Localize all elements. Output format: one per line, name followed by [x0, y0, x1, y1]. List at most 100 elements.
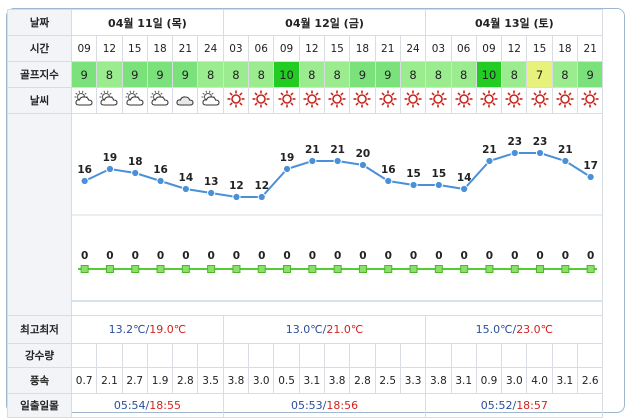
sunrise-time: 05:54: [113, 399, 146, 412]
row-label-minmax: 최고최저: [7, 315, 72, 344]
rain-point: [586, 264, 595, 273]
rain-data-label: 0: [106, 250, 113, 262]
weather-cell: [70, 87, 98, 114]
temp-data-label: 21: [330, 144, 345, 156]
temp-point: [535, 148, 545, 157]
row-label-sunrise-sunset: 일출일몰: [7, 393, 72, 418]
wind-cell: 2.1: [96, 367, 123, 394]
weather-cell: [450, 87, 477, 114]
rain-amount-cell: [450, 343, 477, 368]
temp-point: [586, 172, 595, 181]
rain-data-label: 0: [132, 250, 139, 262]
sunny-icon: [328, 90, 346, 108]
rain-amount-cell: [172, 343, 199, 368]
sunny-icon: [353, 90, 371, 108]
time-row: 시간 09 12 15 18 21 24 03 06 09 12 15 18 21 24 03 06 09 12 15…: [7, 35, 604, 62]
temp-data-label: 21: [305, 144, 320, 156]
rain-amount-cell: [501, 343, 528, 368]
sun-row: 일출일몰 05:54/18:55 05:53/18:56 05:52/18:57: [7, 393, 604, 418]
minmax-row: 최고최저 13.2℃/19.0℃ 13.0℃/21.0℃ 15.0℃/23.0℃: [7, 315, 604, 344]
chart-area: 102030기온 (℃)1619181614131212192121201615…: [70, 113, 604, 316]
rain-point: [207, 264, 216, 273]
golf-index-cell: 8: [248, 61, 275, 88]
time-cell: 12: [298, 35, 325, 62]
golf-index-cell: 9: [70, 61, 98, 88]
rain-data-label: 0: [233, 250, 240, 262]
rain-point: [434, 264, 443, 273]
wind-cell: 0.5: [273, 367, 300, 394]
golf-index-cell: 8: [298, 61, 325, 88]
weather-cell: [374, 87, 401, 114]
time-cell: 24: [399, 35, 427, 62]
weather-cell: [349, 87, 376, 114]
max-temp: 19.0℃: [149, 323, 187, 336]
weather-cell: [526, 87, 553, 114]
minmax-cell: 13.0℃/21.0℃: [222, 315, 427, 344]
rain-amount-cell: [475, 343, 503, 368]
rain-amount-cell: [70, 343, 98, 368]
wind-cell: 3.0: [501, 367, 528, 394]
sunny-icon: [303, 90, 321, 108]
temp-data-label: 14: [457, 172, 472, 184]
date-row: 날짜 04월 11일 (목) 04월 12일 (금) 04월 13일 (토): [7, 9, 604, 36]
partly-cloudy-icon: [99, 90, 118, 106]
time-cell: 03: [222, 35, 250, 62]
rain-point: [358, 264, 367, 273]
sunny-icon: [227, 90, 245, 108]
temp-point: [409, 180, 418, 189]
rain-data-label: 0: [207, 250, 214, 262]
time-cell: 21: [577, 35, 604, 62]
temp-point: [358, 160, 368, 169]
temp-point: [80, 176, 89, 185]
rain-amount-cell: [146, 343, 174, 368]
minmax-cell: 15.0℃/23.0℃: [425, 315, 604, 344]
weather-cell: [146, 87, 174, 114]
golf-index-cell: 9: [374, 61, 401, 88]
max-temp: 23.0℃: [516, 323, 554, 336]
rain-point: [409, 264, 418, 273]
forecast-charts: 102030기온 (℃)1619181614131212192121201615…: [72, 136, 602, 301]
wind-cell: 3.8: [222, 367, 250, 394]
rain-amount-cell: [222, 343, 250, 368]
golf-index-cell: 8: [197, 61, 224, 88]
weather-cell: [425, 87, 452, 114]
temp-point: [308, 156, 317, 165]
golf-index-cell: 8: [96, 61, 123, 88]
sunset-time: 18:56: [326, 399, 359, 412]
rain-amount-cell: [96, 343, 123, 368]
golf-index-cell: 8: [551, 61, 579, 88]
sunny-icon: [480, 90, 498, 108]
partly-cloudy-icon: [74, 90, 93, 106]
wind-cell: 4.0: [526, 367, 553, 394]
day-header: 04월 12일 (금): [222, 9, 427, 36]
sunrise-time: 05:53: [290, 399, 323, 412]
weather-cell: [96, 87, 123, 114]
separator: /: [512, 399, 517, 412]
rain-data-label: 0: [81, 250, 88, 262]
max-temp: 21.0℃: [326, 323, 364, 336]
rain-amount-cell: [349, 343, 376, 368]
weather-cell: [248, 87, 275, 114]
temp-data-label: 13: [204, 176, 219, 188]
time-cell: 15: [121, 35, 148, 62]
rain-amount-row: 강수량: [7, 343, 604, 368]
sun-cell: 05:53/18:56: [222, 393, 427, 418]
wind-cell: 2.7: [121, 367, 148, 394]
temp-point: [561, 156, 570, 165]
partly-cloudy-icon: [201, 90, 220, 106]
sunset-time: 18:55: [149, 399, 181, 412]
golf-index-cell: 8: [450, 61, 477, 88]
rain-amount-cell: [374, 343, 401, 368]
weather-row: 날씨: [7, 87, 604, 114]
temp-data-label: 19: [103, 152, 118, 164]
golf-index-cell: 8: [323, 61, 351, 88]
rain-amount-cell: [577, 343, 604, 368]
time-cell: 21: [172, 35, 199, 62]
time-cell: 03: [425, 35, 452, 62]
time-cell: 09: [70, 35, 98, 62]
rain-point: [561, 264, 570, 273]
sunny-icon: [531, 90, 549, 108]
temp-data-label: 21: [558, 144, 573, 156]
temp-data-label: 12: [254, 180, 269, 192]
golf-index-cell: 10: [475, 61, 503, 88]
